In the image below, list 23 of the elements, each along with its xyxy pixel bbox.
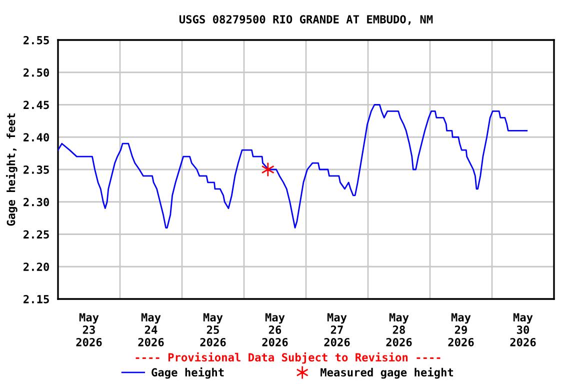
chart-title: USGS 08279500 RIO GRANDE AT EMBUDO, NM	[179, 15, 433, 25]
x-tick-label: May 30 2026	[510, 313, 536, 346]
y-tick-label: 2.20	[24, 262, 49, 272]
x-tick-label: May 27 2026	[324, 313, 350, 346]
y-tick-label: 2.45	[24, 100, 49, 110]
y-tick-label: 2.15	[24, 294, 49, 304]
legend-label: Measured gage height	[320, 367, 454, 379]
line-series	[58, 104, 528, 228]
x-tick-label: May 23 2026	[76, 313, 102, 346]
x-tick-label: May 28 2026	[386, 313, 412, 346]
legend-label: Gage height	[152, 367, 224, 379]
y-axis-title: Gage height, feet	[6, 114, 18, 226]
y-tick-label: 2.35	[24, 165, 49, 174]
x-tick-label: May 29 2026	[448, 313, 474, 346]
text: ---- Provisional Data Subject to Revision ----	[136, 352, 440, 364]
x-tick-label: May 25 2026	[200, 313, 226, 346]
y-tick-label: 2.40	[24, 133, 49, 142]
x-tick-label: May 26 2026	[262, 313, 288, 346]
y-tick-label: 2.50	[24, 68, 49, 77]
y-tick-label: 2.30	[24, 198, 49, 206]
x-tick-label: May 24 2026	[138, 313, 164, 346]
y-tick-label: 2.55	[24, 36, 49, 44]
y-tick-label: 2.25	[24, 230, 49, 239]
